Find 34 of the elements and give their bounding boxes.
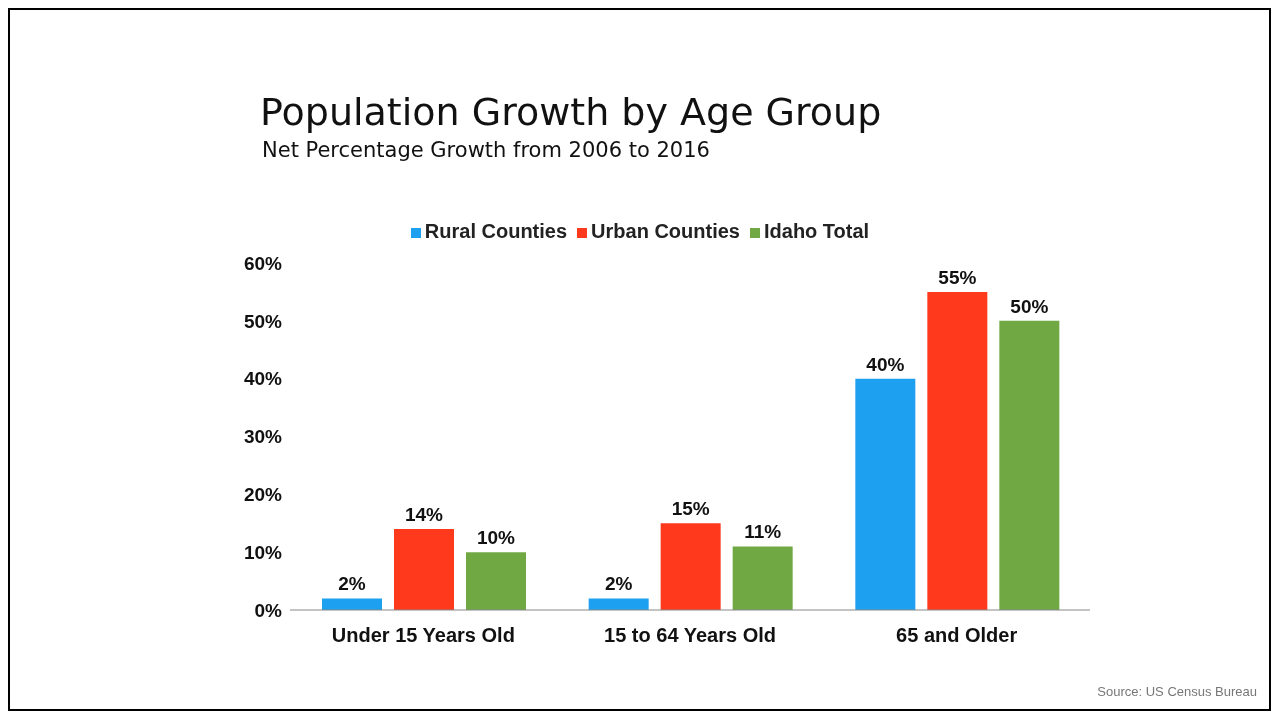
y-tick-label: 50% bbox=[243, 310, 283, 332]
x-tick-label: 65 and Older bbox=[896, 624, 1018, 647]
legend-label: Urban Counties bbox=[591, 220, 740, 242]
bar bbox=[927, 291, 988, 610]
legend-label: Rural Counties bbox=[424, 220, 568, 242]
x-tick-label: 15 to 64 Years Old bbox=[604, 624, 776, 647]
chart-title: Population Growth by Age Group bbox=[260, 90, 882, 134]
legend-label: Idaho Total bbox=[763, 220, 870, 242]
data-label: 50% bbox=[1010, 295, 1049, 317]
y-tick-label: 40% bbox=[243, 368, 283, 390]
y-tick-label: 60% bbox=[243, 252, 283, 274]
bar bbox=[660, 523, 721, 610]
y-tick-label: 30% bbox=[243, 426, 283, 448]
y-tick-label: 10% bbox=[243, 541, 283, 563]
x-tick-label: Under 15 Years Old bbox=[331, 624, 515, 647]
bar bbox=[322, 598, 382, 610]
data-label: 55% bbox=[938, 266, 977, 288]
y-tick-label: 20% bbox=[243, 484, 283, 506]
y-tick-label: 0% bbox=[254, 599, 283, 621]
bar bbox=[394, 529, 454, 610]
bar bbox=[732, 546, 793, 610]
source-note: Source: US Census Bureau bbox=[1097, 684, 1257, 699]
bar bbox=[855, 378, 916, 610]
bar bbox=[466, 552, 526, 610]
bar bbox=[588, 598, 649, 610]
data-label: 2% bbox=[604, 573, 633, 595]
bar bbox=[999, 320, 1060, 610]
data-label: 40% bbox=[866, 353, 905, 375]
data-label: 15% bbox=[671, 498, 710, 520]
data-label: 10% bbox=[476, 527, 516, 549]
data-label: 11% bbox=[744, 521, 782, 543]
chart-subtitle: Net Percentage Growth from 2006 to 2016 bbox=[262, 138, 710, 162]
data-label: 2% bbox=[338, 573, 366, 595]
data-label: 14% bbox=[404, 504, 444, 526]
